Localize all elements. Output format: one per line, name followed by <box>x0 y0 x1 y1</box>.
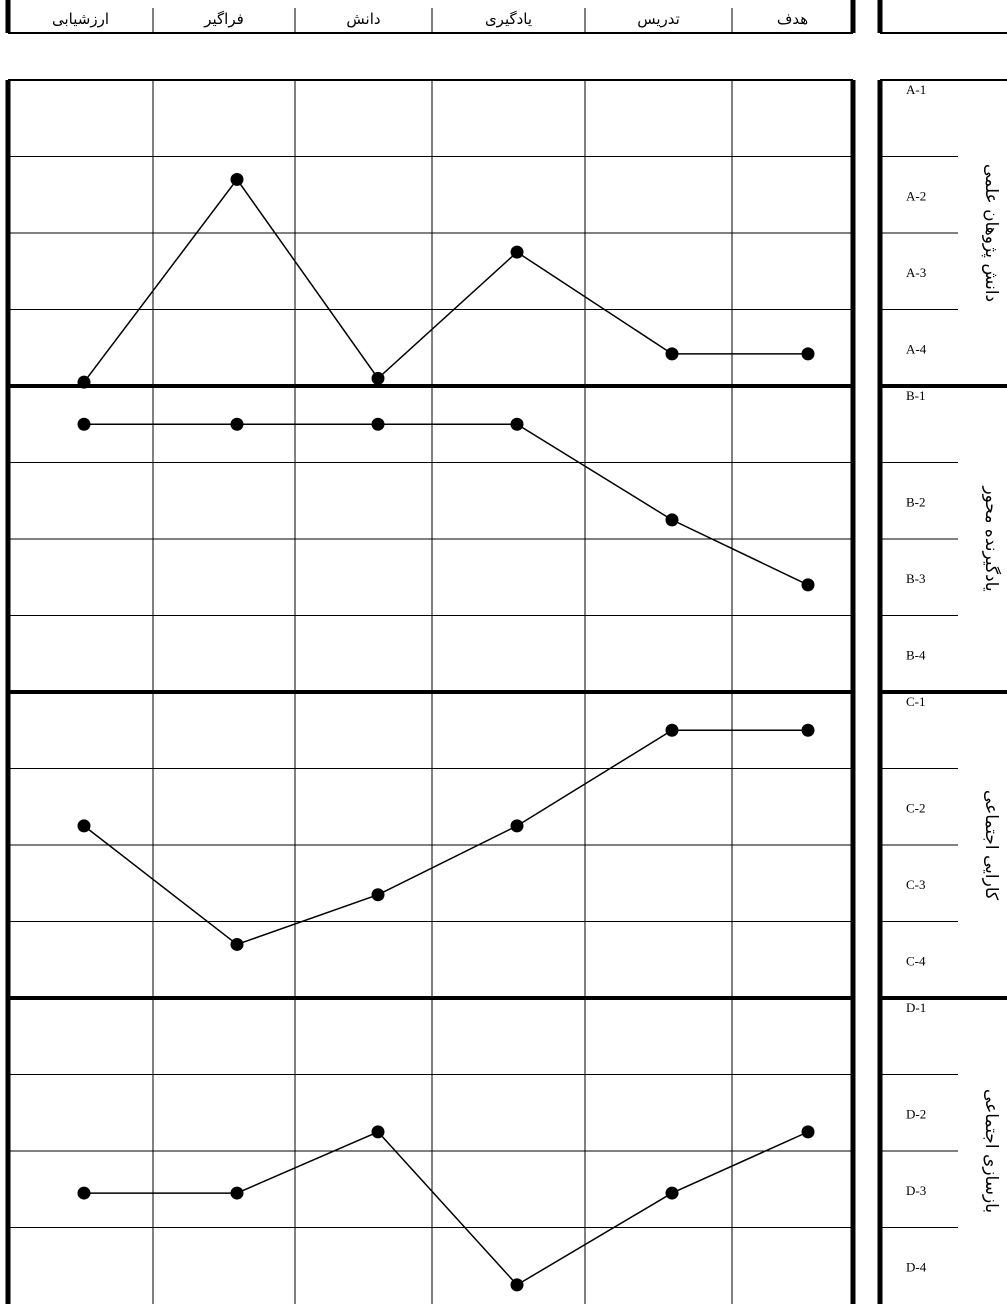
data-point-B <box>371 417 385 431</box>
series-line-B <box>84 423 809 586</box>
data-point-B <box>230 417 244 431</box>
row-label: B-2 <box>906 495 926 510</box>
data-point-C <box>77 819 91 833</box>
data-point-A <box>77 375 91 389</box>
group-label: کارایی اجتماعی <box>981 790 1001 901</box>
column-header: تدریس <box>637 10 680 28</box>
row-label: B-3 <box>906 571 926 586</box>
data-point-C <box>510 819 524 833</box>
column-header: ارزشیابی <box>52 10 109 28</box>
data-point-B <box>665 513 679 527</box>
data-point-A <box>230 172 244 186</box>
row-label: C-2 <box>906 801 926 816</box>
data-point-D <box>510 1278 524 1292</box>
row-label: B-4 <box>906 648 926 663</box>
data-point-A <box>371 371 385 385</box>
row-label: C-3 <box>906 877 926 892</box>
row-label: D-3 <box>906 1183 926 1198</box>
data-point-C <box>665 723 679 737</box>
row-label: C-1 <box>906 694 926 709</box>
column-header: یادگیری <box>485 10 532 28</box>
row-label: A-1 <box>906 82 926 97</box>
data-point-A <box>665 347 679 361</box>
column-header: هدف <box>777 10 808 28</box>
data-point-D <box>801 1125 815 1139</box>
group-label: یادگیرنده محور <box>981 485 1002 591</box>
column-header: دانش <box>346 10 380 28</box>
data-point-B <box>77 417 91 431</box>
row-label: A-4 <box>906 342 927 357</box>
data-point-D <box>77 1186 91 1200</box>
group-label: بازسازی اجتماعی <box>981 1089 1001 1213</box>
data-point-C <box>371 888 385 902</box>
column-header: فراگیر <box>203 10 244 28</box>
row-label: A-3 <box>906 265 926 280</box>
group-label: دانش پژوهان علمی <box>981 164 1001 302</box>
row-label: C-4 <box>906 954 926 969</box>
row-label: A-2 <box>906 189 926 204</box>
data-point-B <box>801 578 815 592</box>
series-line-A <box>83 178 808 383</box>
series-line-D <box>84 1130 809 1286</box>
row-label: D-4 <box>906 1260 927 1275</box>
data-point-B <box>510 417 524 431</box>
data-point-D <box>371 1125 385 1139</box>
series-line-C <box>83 729 808 946</box>
row-label: D-1 <box>906 1000 926 1015</box>
data-point-A <box>801 347 815 361</box>
data-point-C <box>230 937 244 951</box>
data-point-A <box>510 245 524 259</box>
data-point-C <box>801 723 815 737</box>
row-label: B-1 <box>906 388 926 403</box>
data-point-D <box>230 1186 244 1200</box>
row-label: D-2 <box>906 1107 926 1122</box>
data-point-D <box>665 1186 679 1200</box>
